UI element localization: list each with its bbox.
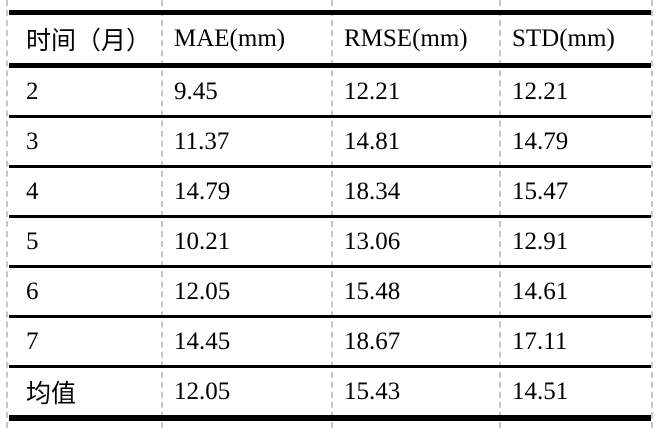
table-row-mean: 均值 12.05 15.43 14.51 xyxy=(9,366,651,419)
cell-time: 7 xyxy=(26,327,39,355)
cell-time: 4 xyxy=(26,177,39,205)
cell-rmse: 15.48 xyxy=(344,277,401,305)
cell-time: 6 xyxy=(26,277,39,305)
cell-std: 17.11 xyxy=(512,327,568,355)
table-row: 6 12.05 15.48 14.61 xyxy=(9,266,651,317)
cell-std: 14.61 xyxy=(512,277,569,305)
cell-rmse: 18.67 xyxy=(344,327,401,355)
cell-std: 12.91 xyxy=(512,227,569,255)
cell-std: 14.79 xyxy=(512,127,569,155)
cell-std: 12.21 xyxy=(512,77,569,105)
table-row: 3 11.37 14.81 14.79 xyxy=(9,116,651,167)
column-gridline xyxy=(161,0,163,428)
cell-mae: 14.79 xyxy=(174,177,231,205)
column-gridline xyxy=(651,0,653,428)
column-header-rmse: RMSE(mm) xyxy=(344,25,468,52)
cell-mae: 11.37 xyxy=(174,127,230,155)
cell-mae: 9.45 xyxy=(174,77,218,105)
error-statistics-table: 时间（月） MAE(mm) RMSE(mm) STD(mm) 2 9.45 12… xyxy=(9,10,651,421)
column-gridline xyxy=(6,0,8,428)
table-row: 2 9.45 12.21 12.21 xyxy=(9,66,651,117)
cell-std: 15.47 xyxy=(512,177,569,205)
column-gridline xyxy=(331,0,333,428)
cell-mae: 12.05 xyxy=(174,377,231,405)
cell-rmse: 12.21 xyxy=(344,77,401,105)
cell-std: 14.51 xyxy=(512,377,569,405)
column-gridline xyxy=(499,0,501,428)
cell-rmse: 13.06 xyxy=(344,227,401,255)
cell-rmse: 15.43 xyxy=(344,377,401,405)
cell-mae: 10.21 xyxy=(174,227,231,255)
cell-time: 2 xyxy=(26,77,39,105)
header-row: 时间（月） MAE(mm) RMSE(mm) STD(mm) xyxy=(9,13,651,66)
table-row: 5 10.21 13.06 12.91 xyxy=(9,216,651,267)
cell-time: 均值 xyxy=(26,380,77,408)
cell-time: 5 xyxy=(26,227,39,255)
cell-rmse: 18.34 xyxy=(344,177,401,205)
table-row: 7 14.45 18.67 17.11 xyxy=(9,316,651,367)
column-header-std: STD(mm) xyxy=(512,25,615,52)
cell-rmse: 14.81 xyxy=(344,127,401,155)
cell-mae: 14.45 xyxy=(174,327,231,355)
cell-mae: 12.05 xyxy=(174,277,231,305)
column-header-mae: MAE(mm) xyxy=(174,25,286,52)
table-row: 4 14.79 18.34 15.47 xyxy=(9,166,651,217)
cell-time: 3 xyxy=(26,127,39,155)
column-header-time: 时间（月） xyxy=(26,28,152,55)
